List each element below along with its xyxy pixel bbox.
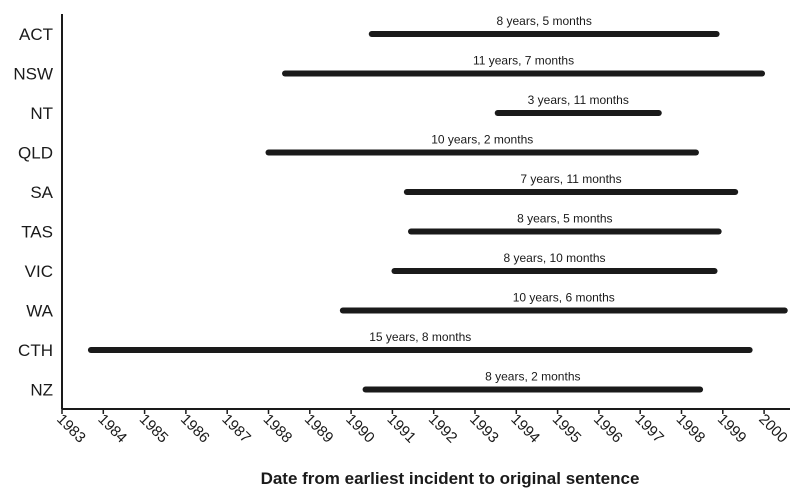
category-label: ACT <box>19 25 53 44</box>
x-tick-label: 1986 <box>177 411 213 447</box>
x-tick-label: 1984 <box>94 411 130 447</box>
x-axis-title: Date from earliest incident to original … <box>261 469 640 488</box>
x-tick-label: 1990 <box>342 411 378 447</box>
x-tick-label: 1987 <box>218 411 254 447</box>
x-tick-label: 1989 <box>301 411 337 447</box>
x-tick-label: 1988 <box>260 411 296 447</box>
duration-label: 7 years, 11 months <box>520 172 621 186</box>
duration-label: 15 years, 8 months <box>369 330 471 344</box>
category-label: SA <box>30 183 53 202</box>
x-tick-label: 1993 <box>466 411 502 447</box>
category-label: QLD <box>18 144 53 163</box>
duration-label: 3 years, 11 months <box>528 93 629 107</box>
x-tick-label: 1997 <box>631 411 667 447</box>
x-tick-label: 1998 <box>673 411 709 447</box>
x-tick-label: 1991 <box>384 411 420 447</box>
category-label: VIC <box>25 262 53 281</box>
category-label: WA <box>26 302 53 321</box>
duration-label: 8 years, 2 months <box>485 370 580 384</box>
x-tick-label: 1996 <box>590 411 626 447</box>
duration-label: 11 years, 7 months <box>473 54 574 68</box>
x-tick-label: 1985 <box>136 411 172 447</box>
category-label: NT <box>30 104 53 123</box>
x-tick-label: 1995 <box>549 411 585 447</box>
category-label: NZ <box>30 381 53 400</box>
category-label: CTH <box>18 341 53 360</box>
x-tick-label: 1999 <box>714 411 750 447</box>
x-tick-label: 1994 <box>507 411 543 447</box>
duration-label: 8 years, 10 months <box>503 251 605 265</box>
duration-label: 10 years, 2 months <box>431 133 533 147</box>
duration-label: 10 years, 6 months <box>513 291 615 305</box>
category-label: TAS <box>21 223 53 242</box>
x-tick-label: 2000 <box>755 411 790 447</box>
x-tick-label: 1992 <box>425 411 461 447</box>
x-tick-label: 1983 <box>53 411 89 447</box>
duration-label: 8 years, 5 months <box>496 14 591 28</box>
duration-label: 8 years, 5 months <box>517 212 612 226</box>
category-label: NSW <box>13 65 53 84</box>
